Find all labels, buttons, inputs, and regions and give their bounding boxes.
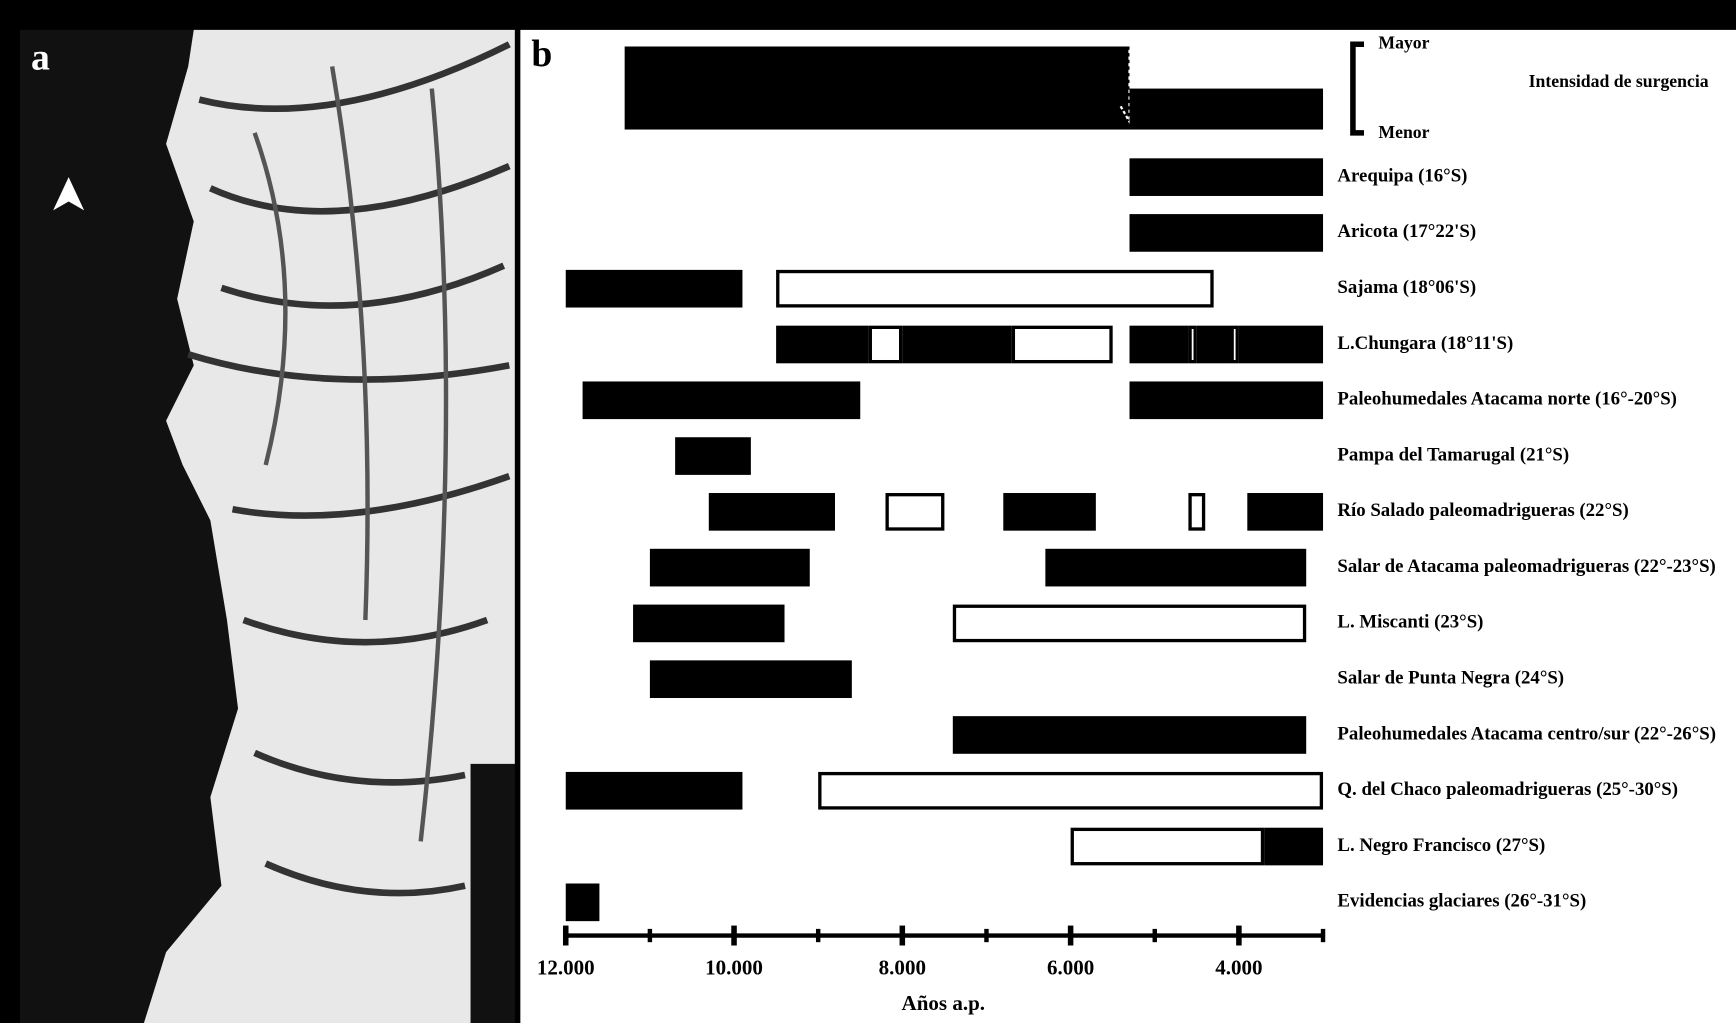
range-bar (1045, 549, 1306, 587)
range-bar (953, 716, 1306, 754)
x-tick-label: 12.000 (537, 956, 595, 980)
range-bar (1239, 326, 1323, 364)
map-panel: a (20, 30, 515, 1023)
chart-background (520, 30, 1736, 1023)
range-bar (776, 326, 869, 364)
range-bar (820, 774, 1322, 808)
range-bar (675, 437, 751, 475)
x-tick-label: 8.000 (879, 956, 926, 980)
range-bar (650, 660, 852, 698)
panel-label: b (531, 33, 552, 75)
range-bar (1197, 326, 1231, 364)
range-bar (1130, 326, 1189, 364)
range-bar (566, 884, 600, 922)
row-label: L.Chungara (18°11'S) (1337, 333, 1513, 354)
legend-low: Menor (1378, 122, 1429, 142)
range-bar (1247, 493, 1323, 531)
x-tick-label: 6.000 (1047, 956, 1094, 980)
range-bar (1013, 327, 1111, 361)
range-bar (1190, 495, 1204, 529)
range-bar (1130, 158, 1324, 196)
row-label: L. Miscanti (23°S) (1337, 612, 1483, 633)
range-bar (1072, 829, 1262, 863)
row-label: Sajama (18°06'S) (1337, 277, 1476, 298)
range-bar (633, 605, 784, 643)
range-bar (1264, 828, 1323, 866)
range-bar (902, 326, 1011, 364)
row-label: Q. del Chaco paleomadrigueras (25°-30°S) (1337, 779, 1678, 800)
page: a b Mayor Menor Intensidad de surgencia … (0, 0, 1736, 1023)
range-bar (650, 549, 810, 587)
x-tick-label: 10.000 (705, 956, 763, 980)
range-bar (870, 327, 900, 361)
row-label: Arequipa (16°S) (1337, 165, 1467, 186)
row-label: Salar de Punta Negra (24°S) (1337, 668, 1564, 689)
x-tick-label: 4.000 (1215, 956, 1262, 980)
intensity-bar (1130, 89, 1324, 130)
row-label: Paleohumedales Atacama centro/sur (22°-2… (1337, 723, 1716, 744)
range-bar (1190, 327, 1195, 361)
range-bar (954, 606, 1304, 640)
legend-title: Intensidad de surgencia (1529, 71, 1709, 91)
row-label: Paleohumedales Atacama norte (16°-20°S) (1337, 389, 1677, 410)
range-bar (1130, 214, 1324, 252)
row-label: Evidencias glaciares (26°-31°S) (1337, 891, 1586, 912)
range-bar (1232, 327, 1237, 361)
legend-high: Mayor (1378, 32, 1429, 52)
range-bar (709, 493, 835, 531)
intensity-bar (625, 47, 1130, 130)
row-label: Aricota (17°22'S) (1337, 221, 1476, 242)
range-bar (887, 495, 943, 529)
range-bar (1130, 381, 1324, 419)
range-bar (566, 772, 743, 810)
range-bar (566, 270, 743, 308)
x-axis-title: Años a.p. (902, 991, 986, 1015)
range-bar (1003, 493, 1096, 531)
range-bar (778, 272, 1212, 306)
row-label: L. Negro Francisco (27°S) (1337, 835, 1545, 856)
row-label: Río Salado paleomadrigueras (22°S) (1337, 500, 1628, 521)
row-label: Salar de Atacama paleomadrigueras (22°-2… (1337, 556, 1715, 577)
panel-label: a (31, 37, 50, 79)
row-label: Pampa del Tamarugal (21°S) (1337, 444, 1569, 465)
figure: a b Mayor Menor Intensidad de surgencia … (0, 0, 1736, 1023)
range-bar (583, 381, 861, 419)
